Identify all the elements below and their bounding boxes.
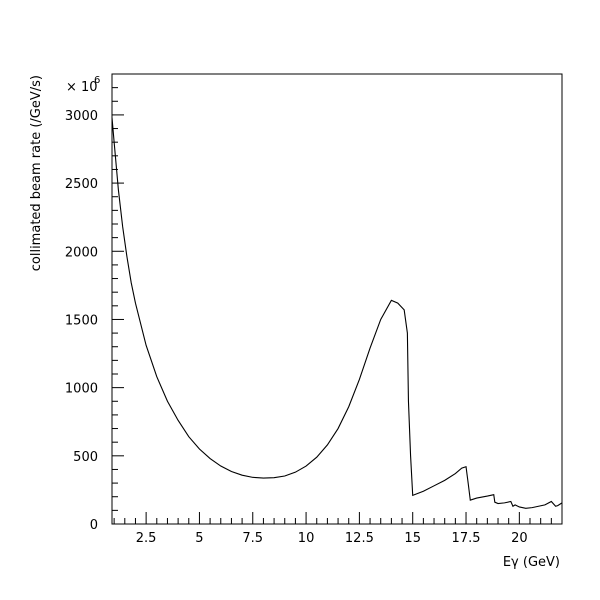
y-tick-label: 500: [73, 450, 98, 465]
y-tick-label: 0: [90, 518, 98, 533]
y-tick-label: 1000: [65, 382, 98, 397]
plot-frame: [111, 73, 563, 525]
x-tick-label: 17.5: [452, 531, 481, 546]
x-axis-title: Eγ (GeV): [503, 555, 560, 570]
x-tick-label: 7.5: [242, 531, 263, 546]
y-tick-label: 2000: [65, 245, 98, 260]
x-tick-label: 20: [511, 531, 528, 546]
x-axis: 2.5 5 7.5 10 12.5 15 17.5 20: [113, 512, 563, 546]
x-tick-label: 5: [195, 531, 203, 546]
y-axis-title: collimated beam rate (/GeV/s): [29, 75, 44, 271]
x-tick-label: 15: [404, 531, 421, 546]
y-multiplier-label: × 10: [66, 80, 98, 95]
y-axis: 0 500 1000 1500 2000 2500 3000: [65, 73, 124, 533]
y-multiplier-exponent: 6: [94, 75, 100, 86]
x-tick-label: 12.5: [345, 531, 374, 546]
y-tick-label: 2500: [65, 177, 98, 192]
y-tick-label: 1500: [65, 313, 98, 328]
series-line: [111, 117, 563, 509]
y-tick-label: 3000: [65, 109, 98, 124]
x-tick-label: 2.5: [136, 531, 157, 546]
x-tick-label: 10: [298, 531, 315, 546]
